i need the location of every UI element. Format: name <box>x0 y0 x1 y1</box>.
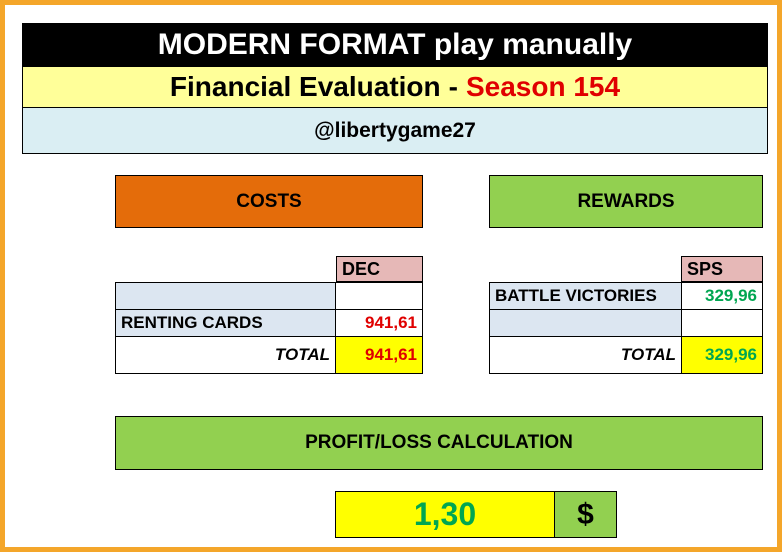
profit-loss-header: PROFIT/LOSS CALCULATION <box>115 416 763 470</box>
costs-row-label <box>115 282 336 310</box>
subtitle-main: Financial Evaluation <box>169 71 441 102</box>
season-label: Season 154 <box>465 71 621 102</box>
costs-column-header: DEC <box>336 256 423 282</box>
costs-header: COSTS <box>115 175 423 228</box>
costs-row-value-renting-cards: 941,61 <box>335 309 423 337</box>
rewards-column-header: SPS <box>681 256 763 282</box>
rewards-row-value <box>681 309 763 337</box>
rewards-total-label: TOTAL <box>489 336 682 374</box>
rewards-row-label <box>489 309 682 337</box>
rewards-total-value: 329,96 <box>681 336 763 374</box>
costs-row-value <box>335 282 423 310</box>
account-name: @libertygame27 <box>22 107 768 154</box>
rewards-row-label-battle-victories: BATTLE VICTORIES <box>489 282 682 310</box>
rewards-header: REWARDS <box>489 175 763 228</box>
costs-total-value: 941,61 <box>335 336 423 374</box>
profit-loss-value: 1,30 <box>335 491 555 538</box>
subtitle-dash: - <box>448 71 458 102</box>
rewards-row-value-battle-victories: 329,96 <box>681 282 763 310</box>
costs-total-label: TOTAL <box>115 336 336 374</box>
costs-row-label-renting-cards: RENTING CARDS <box>115 309 336 337</box>
dollar-sign-icon: $ <box>554 491 617 538</box>
sheet-title: MODERN FORMAT play manually <box>22 23 768 67</box>
evaluation-subtitle: Financial Evaluation - Season 154 <box>22 67 768 107</box>
